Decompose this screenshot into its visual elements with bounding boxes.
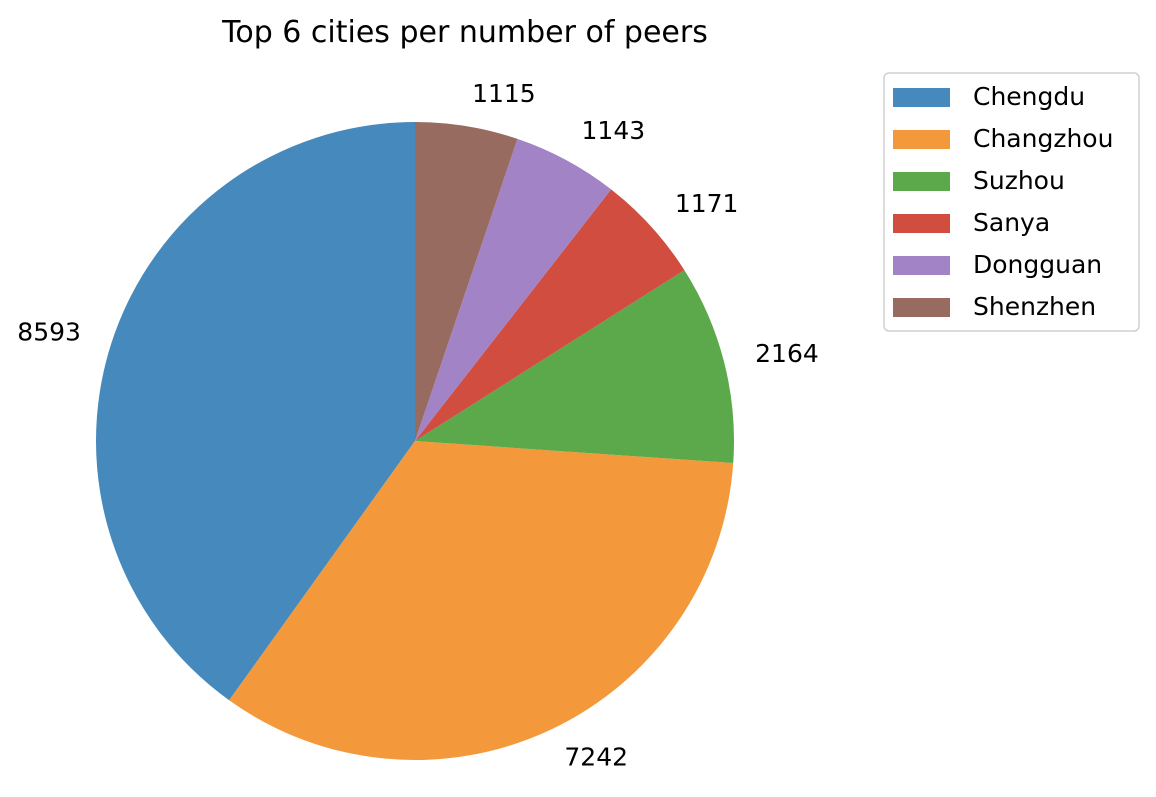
legend-label-suzhou: Suzhou xyxy=(973,166,1065,195)
slice-label-suzhou: 2164 xyxy=(755,339,819,368)
pie-slice-suzhou xyxy=(415,270,734,464)
chart-title: Top 6 cities per number of peers xyxy=(221,15,708,50)
legend-swatch-dongguan xyxy=(893,256,950,275)
pie-slice-dongguan xyxy=(415,138,612,441)
legend-swatch-chengdu xyxy=(893,88,950,107)
slice-label-changzhou: 7242 xyxy=(564,743,628,772)
pie-slice-changzhou xyxy=(229,441,734,760)
legend: Chengdu Changzhou Suzhou Sanya Dongguan Shenz… xyxy=(883,72,1140,332)
pie-slice-shenzhen xyxy=(415,122,518,441)
legend-label-changzhou: Changzhou xyxy=(973,124,1113,153)
pie-slice-chengdu xyxy=(95,122,416,701)
slice-labels: 8593 7242 2164 1171 1143 1115 xyxy=(17,79,818,772)
pie-slice-sanya xyxy=(415,189,685,441)
slice-label-chengdu: 8593 xyxy=(17,318,81,347)
slice-label-sanya: 1171 xyxy=(675,189,739,218)
legend-swatch-suzhou xyxy=(893,172,950,191)
legend-label-dongguan: Dongguan xyxy=(973,250,1102,279)
legend-label-chengdu: Chengdu xyxy=(973,82,1085,111)
legend-swatch-sanya xyxy=(893,214,950,233)
legend-label-shenzhen: Shenzhen xyxy=(973,292,1096,321)
legend-label-sanya: Sanya xyxy=(973,208,1050,237)
pie-slices xyxy=(95,122,734,760)
slice-label-shenzhen: 1115 xyxy=(472,79,536,108)
slice-label-dongguan: 1143 xyxy=(582,116,646,145)
legend-swatch-changzhou xyxy=(893,130,950,149)
legend-swatch-shenzhen xyxy=(893,298,950,317)
